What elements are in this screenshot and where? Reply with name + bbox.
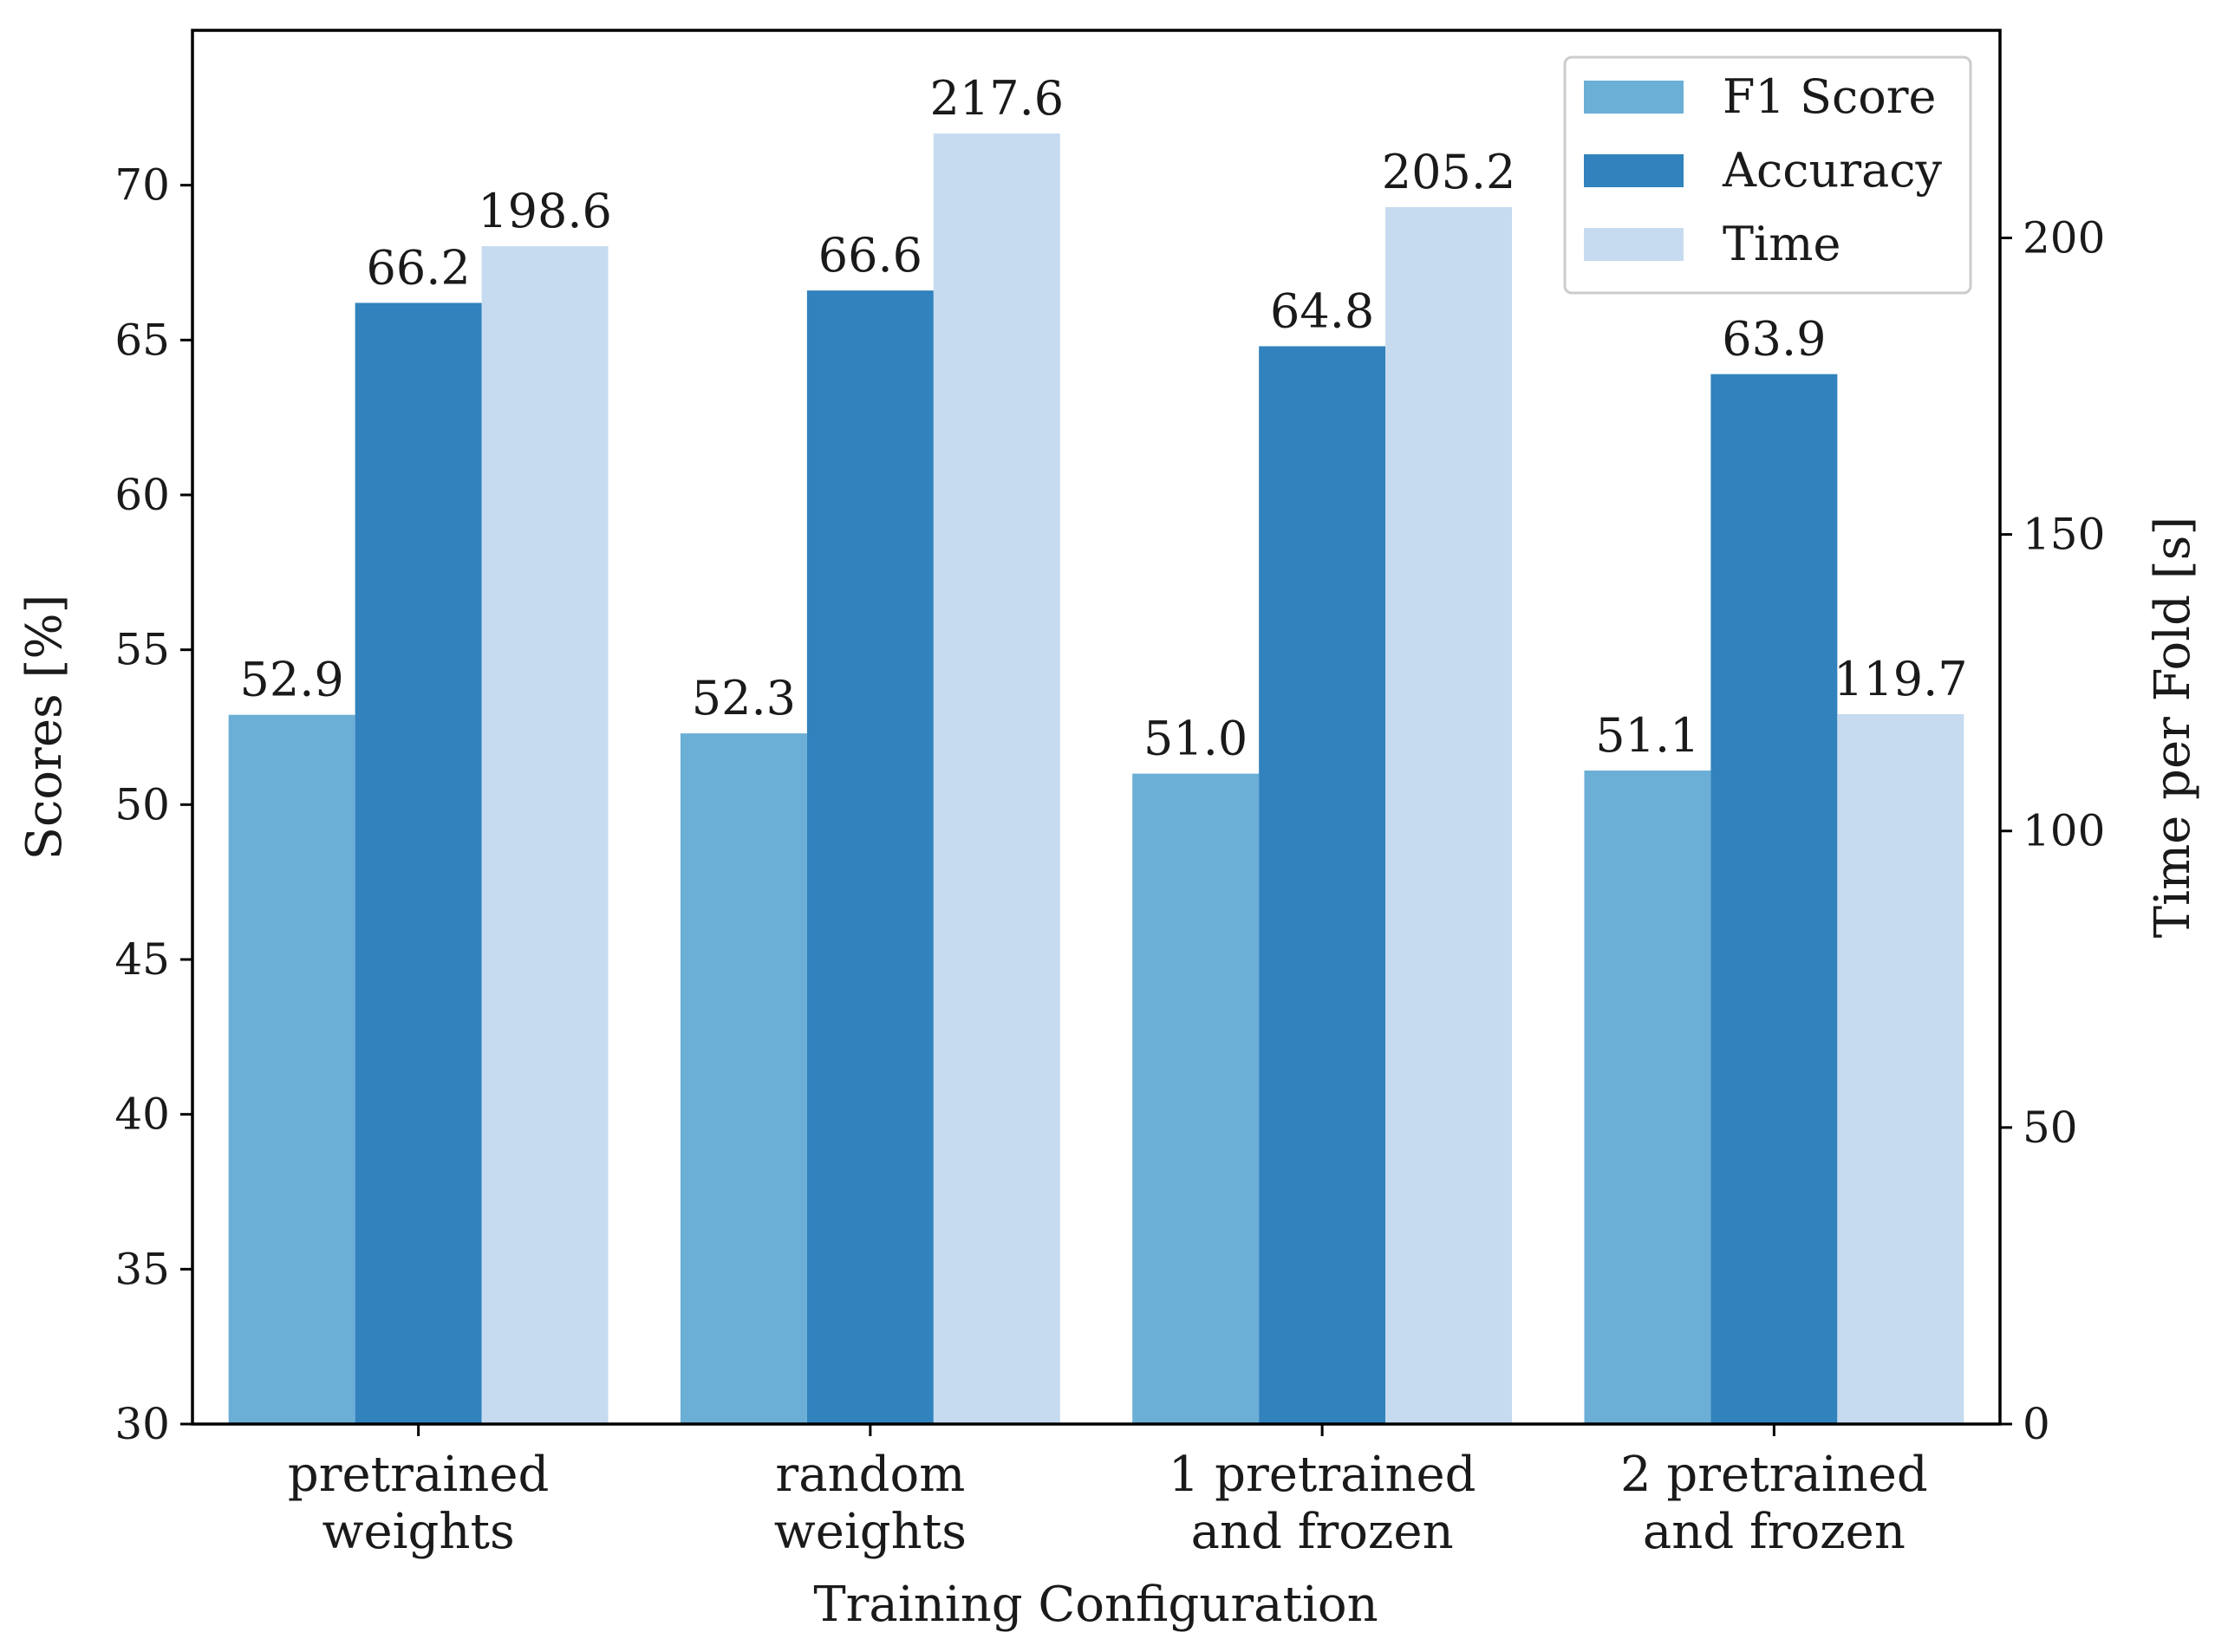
x-tick-label-2-line-2: weights — [774, 1504, 967, 1560]
bar-f1-score-1 — [228, 714, 355, 1424]
bar-label-f1-score-4: 51.1 — [1595, 708, 1699, 763]
bar-label-f1-score-2: 52.3 — [692, 671, 796, 725]
y-tick-label-35: 35 — [114, 1244, 170, 1294]
legend-swatch-f1 — [1584, 81, 1684, 114]
y-tick-label-65: 65 — [114, 315, 170, 365]
y2-tick-label-200: 200 — [2023, 212, 2105, 263]
bar-label-accuracy-1: 66.2 — [367, 240, 471, 295]
legend-label-accuracy: Accuracy — [1722, 143, 1943, 198]
bar-time-4 — [1837, 713, 1964, 1424]
y-tick-label-45: 45 — [114, 934, 170, 985]
y2-tick-label-150: 150 — [2023, 510, 2105, 560]
y-tick-label-70: 70 — [114, 160, 170, 211]
y-tick-label-55: 55 — [114, 625, 170, 675]
bar-label-accuracy-2: 66.6 — [818, 228, 922, 283]
bar-time-3 — [1385, 206, 1513, 1424]
y2-axis-title: Time per Fold [s] — [2145, 517, 2201, 938]
plot-frame — [191, 29, 2002, 1426]
bar-label-time-4: 119.7 — [1834, 652, 1968, 706]
bar-label-f1-score-1: 52.9 — [240, 653, 344, 707]
bar-label-time-1: 198.6 — [478, 184, 612, 238]
right-axis: 0 50 100 150 200 — [2000, 212, 2105, 1449]
y-tick-label-30: 30 — [114, 1399, 170, 1449]
y2-tick-label-0: 0 — [2023, 1399, 2050, 1449]
x-tick-label-4-line-1: 2 pretrained — [1620, 1447, 1928, 1503]
legend-label-f1: F1 Score — [1723, 69, 1937, 124]
bar-label-accuracy-3: 64.8 — [1270, 283, 1374, 338]
bars-layer — [228, 133, 1964, 1425]
legend-swatch-time — [1584, 228, 1684, 261]
y2-tick-label-100: 100 — [2023, 806, 2105, 856]
x-tick-label-2-line-1: random — [775, 1447, 965, 1503]
bar-accuracy-2 — [806, 290, 934, 1424]
bar-label-time-2: 217.6 — [930, 71, 1065, 126]
y-tick-label-60: 60 — [114, 470, 170, 520]
x-tick-label-4-line-2: and frozen — [1643, 1504, 1906, 1560]
bar-label-accuracy-4: 63.9 — [1722, 312, 1826, 367]
y-tick-label-40: 40 — [114, 1089, 170, 1140]
bar-accuracy-3 — [1259, 346, 1386, 1425]
bar-f1-score-3 — [1132, 773, 1260, 1424]
bar-accuracy-1 — [355, 302, 482, 1424]
legend: F1 Score Accuracy Time — [1563, 55, 1972, 295]
x-tick-label-3-line-2: and frozen — [1191, 1504, 1454, 1560]
legend-label-time: Time — [1723, 217, 1840, 271]
bar-accuracy-4 — [1710, 374, 1838, 1424]
legend-swatch-accuracy — [1584, 154, 1684, 187]
bar-label-time-3: 205.2 — [1382, 145, 1516, 199]
bar-label-f1-score-3: 51.0 — [1143, 712, 1248, 766]
bar-time-2 — [933, 133, 1060, 1424]
bar-time-1 — [481, 246, 609, 1424]
x-axis-title: Training Configuration — [813, 1577, 1378, 1633]
x-tick-label-1-line-1: pretrained — [288, 1447, 549, 1503]
x-tick-label-3-line-1: 1 pretrained — [1169, 1447, 1476, 1503]
x-tick-label-1-line-2: weights — [322, 1504, 515, 1560]
left-axis: 30 35 40 45 50 55 60 65 70 — [114, 160, 192, 1449]
bar-f1-score-2 — [680, 733, 807, 1424]
y-tick-label-50: 50 — [114, 779, 170, 829]
y-axis-title: Scores [%] — [16, 595, 73, 861]
y2-tick-label-50: 50 — [2023, 1102, 2078, 1153]
bar-f1-score-4 — [1584, 771, 1711, 1424]
